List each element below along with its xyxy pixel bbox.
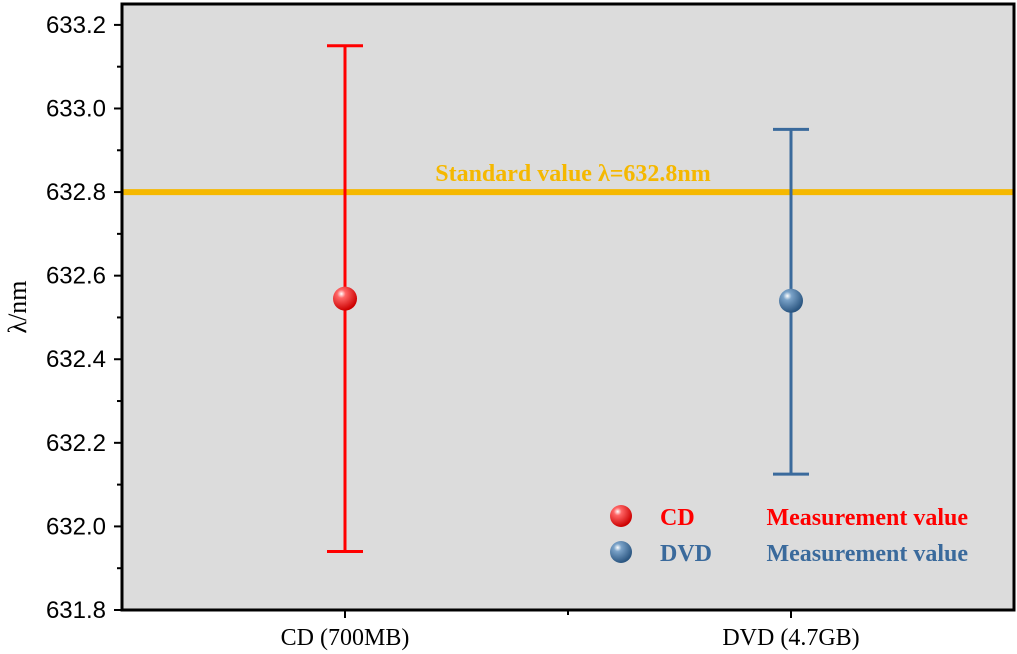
legend-series-name: CD [660,505,695,531]
x-tick-label: DVD (4.7GB) [722,625,859,651]
legend-series-desc: Measurement value [766,541,968,567]
y-tick-label: 633.0 [46,95,106,122]
legend-marker [610,541,632,563]
plot-area [122,4,1014,610]
reference-line-label: Standard value λ=632.8nm [435,161,711,187]
plot-frame [120,2,1016,612]
y-tick-label: 631.8 [46,597,106,624]
y-axis-title: λ/nm [3,280,32,333]
legend-series-name: DVD [660,541,712,567]
legend: CD Measurement value DVD Measurement value [610,505,968,567]
legend-marker [610,505,632,527]
y-tick-label: 632.2 [46,430,106,457]
x-tick-label: CD (700MB) [281,625,410,651]
y-tick-label: 632.6 [46,263,106,290]
legend-series-desc: Measurement value [766,505,968,531]
y-tick-label: 632.8 [46,179,106,206]
data-point [779,288,803,313]
y-tick-label: 633.2 [46,12,106,39]
data-point [333,286,357,311]
y-tick-label: 632.0 [46,513,106,540]
y-tick-label: 632.4 [46,346,106,373]
